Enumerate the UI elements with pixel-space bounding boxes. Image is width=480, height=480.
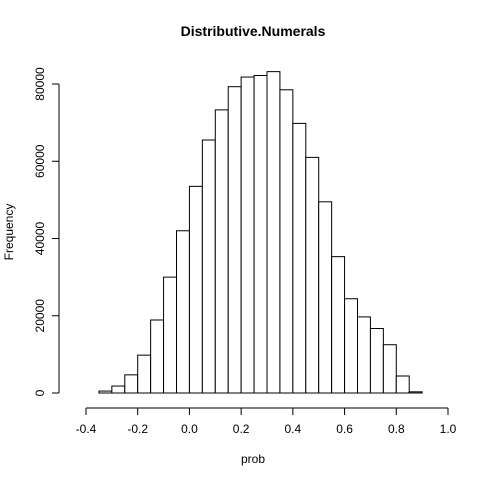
x-tick-label: 1.0 <box>440 422 457 436</box>
histogram-bar <box>266 71 281 394</box>
histogram-bar <box>344 298 359 394</box>
x-axis-label: prob <box>241 452 265 466</box>
histogram-bar <box>201 139 216 394</box>
histogram-bar <box>98 390 113 394</box>
histogram-bar <box>408 391 423 394</box>
histogram-bar <box>111 385 126 394</box>
x-tick-label: 0.8 <box>388 422 405 436</box>
x-tick-label: 0.2 <box>233 422 250 436</box>
histogram-bar <box>124 374 139 394</box>
x-tick-label: 0.4 <box>285 422 302 436</box>
y-tick-label: 20000 <box>33 299 47 333</box>
x-axis: -0.4 -0.2 0.0 0.2 0.4 0.6 0.8 1.0 <box>76 407 457 436</box>
y-tick-label: 60000 <box>33 144 47 178</box>
histogram-bar <box>163 276 177 394</box>
histogram-bar <box>369 327 384 394</box>
chart-title: Distributive.Numerals <box>181 23 326 39</box>
histogram-bar <box>227 86 242 394</box>
bars-group <box>98 71 423 394</box>
x-tick-label: -0.2 <box>127 422 148 436</box>
y-tick-label: 0 <box>33 389 47 396</box>
y-tick-label: 40000 <box>33 221 47 255</box>
histogram-bar <box>305 156 320 394</box>
y-tick-label: 80000 <box>33 67 47 101</box>
histogram-bar <box>382 344 397 394</box>
y-axis: 0 20000 40000 60000 80000 <box>33 67 60 396</box>
histogram-bar <box>292 122 307 394</box>
y-axis-label: Frequency <box>2 204 16 261</box>
histogram-bar <box>188 185 203 394</box>
histogram-bar <box>176 230 190 394</box>
histogram-bar <box>137 354 152 394</box>
x-tick-label: 0.0 <box>181 422 198 436</box>
histogram-bar <box>331 256 346 394</box>
histogram-bar <box>150 319 165 394</box>
x-tick-label: -0.4 <box>76 422 97 436</box>
histogram-bar <box>253 75 268 394</box>
histogram-bar <box>279 89 294 394</box>
x-tick-label: 0.6 <box>336 422 353 436</box>
histogram-bar <box>214 109 229 394</box>
histogram-bar <box>357 316 371 394</box>
histogram-bar <box>318 201 333 394</box>
histogram-bar <box>395 375 410 394</box>
histogram-bar <box>240 76 255 394</box>
